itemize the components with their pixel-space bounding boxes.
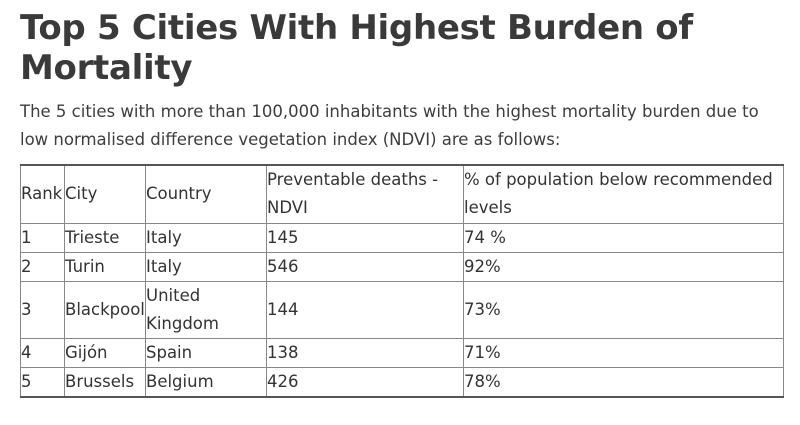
cell-deaths: 546 — [266, 251, 464, 282]
cell-deaths: 145 — [266, 222, 464, 253]
cell-rank: 5 — [20, 366, 65, 397]
mortality-table: Rank City Country Preventable deaths - N… — [20, 164, 784, 398]
header-city: City — [64, 164, 146, 224]
cell-city: Gijón — [64, 337, 146, 368]
table-row: 5 Brussels Belgium 426 78% — [20, 366, 784, 397]
cell-city: Brussels — [64, 366, 146, 397]
cell-population: 71% — [463, 337, 784, 368]
header-country: Country — [145, 164, 267, 224]
cell-city: Turin — [64, 251, 146, 282]
cell-rank: 3 — [20, 280, 65, 339]
intro-paragraph: The 5 cities with more than 100,000 inha… — [20, 102, 759, 149]
cell-city: Trieste — [64, 222, 146, 253]
cell-country: Italy — [145, 222, 267, 253]
cell-deaths: 144 — [266, 280, 464, 339]
header-population-below-levels: % of population below recommended levels — [463, 164, 784, 224]
cell-rank: 1 — [20, 222, 65, 253]
cell-population: 73% — [463, 280, 784, 339]
cell-country: United Kingdom — [145, 280, 267, 339]
table-row: 1 Trieste Italy 145 74 % — [20, 222, 784, 253]
header-preventable-deaths: Preventable deaths - NDVI — [266, 164, 464, 224]
header-rank: Rank — [20, 164, 65, 224]
table-row: 3 Blackpool United Kingdom 144 73% — [20, 280, 784, 339]
table-row: 4 Gijón Spain 138 71% — [20, 337, 784, 368]
cell-city: Blackpool — [64, 280, 146, 339]
cell-deaths: 426 — [266, 366, 464, 397]
cell-deaths: 138 — [266, 337, 464, 368]
cell-country: Spain — [145, 337, 267, 368]
cell-population: 74 % — [463, 222, 784, 253]
article: Top 5 Cities With Highest Burden of Mort… — [20, 8, 790, 398]
cell-country: Belgium — [145, 366, 267, 397]
cell-population: 78% — [463, 366, 784, 397]
table-row: 2 Turin Italy 546 92% — [20, 251, 784, 282]
cell-country: Italy — [145, 251, 267, 282]
cell-population: 92% — [463, 251, 784, 282]
page-title: Top 5 Cities With Highest Burden of Mort… — [20, 8, 693, 88]
table-header-row: Rank City Country Preventable deaths - N… — [20, 164, 784, 224]
cell-rank: 4 — [20, 337, 65, 368]
cell-rank: 2 — [20, 251, 65, 282]
